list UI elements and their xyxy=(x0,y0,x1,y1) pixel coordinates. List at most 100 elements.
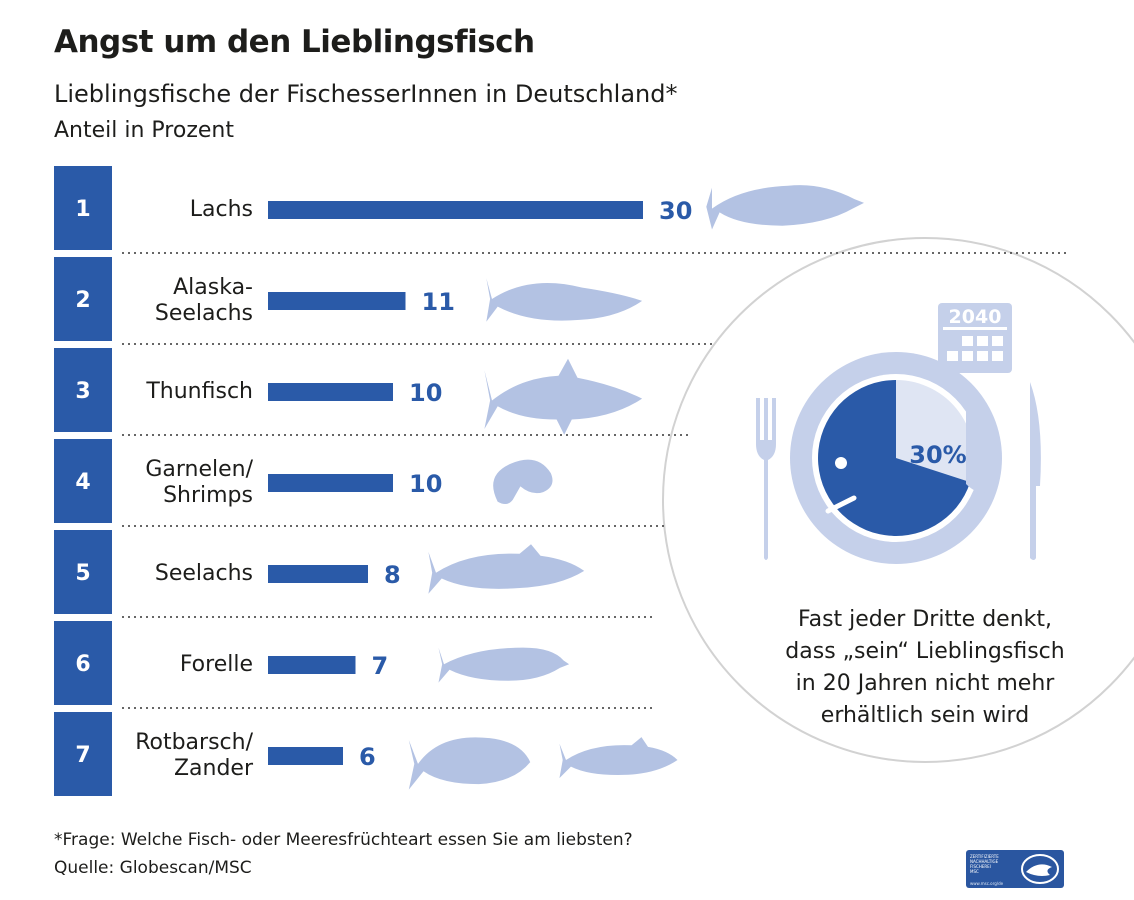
msc-logo-text: ZERTIFIZIERTE NACHHALTIGE FISCHEREI MSC xyxy=(970,854,1016,874)
value-label: 7 xyxy=(372,652,389,680)
row-separators xyxy=(122,252,1068,709)
redfish-icon xyxy=(408,737,531,790)
fork-icon xyxy=(756,398,776,560)
value-label: 11 xyxy=(422,288,455,316)
trout-shape xyxy=(438,647,570,683)
saithe-shape xyxy=(428,544,585,594)
calendar-cell xyxy=(977,351,988,361)
rank-label: 4 xyxy=(75,470,90,495)
value-label: 6 xyxy=(359,743,376,771)
bar-row: 4 Garnelen/Shrimps 10 xyxy=(54,439,568,523)
footnote-question: *Frage: Welche Fisch- oder Meeresfrüchte… xyxy=(54,830,633,850)
bar xyxy=(268,292,406,310)
rank-box xyxy=(54,712,112,796)
rank-label: 7 xyxy=(75,743,90,768)
category-label: Alaska- xyxy=(173,275,253,300)
category-label: Lachs xyxy=(190,197,253,222)
bar xyxy=(268,201,643,219)
saithe-icon xyxy=(428,544,585,594)
info-circle: 2040 30% xyxy=(662,237,1134,763)
bar-row: 6 Forelle 7 xyxy=(54,621,570,705)
calendar-year: 2040 xyxy=(949,306,1002,328)
zander-icon xyxy=(559,737,678,779)
msc-logo-url: www.msc.org/de xyxy=(970,881,1004,886)
value-label: 8 xyxy=(384,561,401,589)
info-text-line: erhältlich sein wird xyxy=(820,703,1030,728)
msc-logo-line: FISCHEREI xyxy=(970,864,991,869)
category-label: Thunfisch xyxy=(145,379,253,404)
rank-box xyxy=(54,166,112,250)
salmon-shape xyxy=(706,185,864,230)
value-label: 10 xyxy=(409,470,442,498)
pollock-icon xyxy=(486,278,643,322)
rank-label: 5 xyxy=(75,561,90,586)
bar-row: 5 Seelachs 8 xyxy=(54,530,585,614)
category-label: Forelle xyxy=(180,652,253,677)
bar xyxy=(268,656,356,674)
msc-logo-line: MSC xyxy=(970,869,979,874)
calendar-divider xyxy=(943,327,1007,330)
bar-row: 3 Thunfisch 10 xyxy=(54,348,643,435)
bar-row: 2 Alaska-Seelachs 11 xyxy=(54,257,643,341)
zander-shape xyxy=(559,737,678,779)
fish-tail-shape xyxy=(966,410,992,493)
rank-label: 3 xyxy=(75,379,90,404)
shrimp-icon xyxy=(493,446,568,505)
rank-box xyxy=(54,348,112,432)
category-label: Seelachs xyxy=(155,561,253,586)
calendar-cell xyxy=(962,336,973,346)
msc-fish-icon xyxy=(1021,854,1059,884)
pollock-shape xyxy=(486,278,643,322)
value-label: 10 xyxy=(409,379,442,407)
tuna-icon xyxy=(484,358,643,435)
category-label: Shrimps xyxy=(163,483,253,508)
calendar-cell xyxy=(992,351,1003,361)
bar-row: 1 Lachs 30 xyxy=(54,166,864,250)
rank-label: 6 xyxy=(75,652,90,677)
trout-icon xyxy=(438,647,570,683)
calendar-cell xyxy=(947,351,958,361)
knife-icon xyxy=(1030,382,1041,560)
rank-box xyxy=(54,257,112,341)
calendar-icon: 2040 xyxy=(938,303,1012,373)
bar xyxy=(268,474,393,492)
percent-label: 30% xyxy=(909,441,966,469)
info-text-line: dass „sein“ Lieblingsfisch xyxy=(785,639,1065,664)
fish-mouth xyxy=(825,495,857,514)
rank-label: 1 xyxy=(75,197,90,222)
calendar-cell xyxy=(962,351,973,361)
chart-unit: Anteil in Prozent xyxy=(54,118,234,143)
category-label: Rotbarsch/ xyxy=(135,730,253,755)
footnote-source: Quelle: Globescan/MSC xyxy=(54,858,252,878)
pie-slice-missing xyxy=(896,380,975,483)
bar-row: 7 Rotbarsch/Zander 6 xyxy=(54,712,678,796)
fork-shape xyxy=(756,398,776,560)
value-label: 30 xyxy=(659,197,692,225)
footnote: *Frage: Welche Fisch- oder Meeresfrüchte… xyxy=(54,826,633,882)
bar xyxy=(268,747,343,765)
info-text: Fast jeder Dritte denkt, dass „sein“ Lie… xyxy=(730,604,1120,732)
rank-label: 2 xyxy=(75,288,90,313)
bar xyxy=(268,383,393,401)
info-text-line: in 20 Jahren nicht mehr xyxy=(795,671,1055,696)
category-label: Zander xyxy=(174,756,254,781)
chart-title: Angst um den Lieblingsfisch xyxy=(54,24,535,60)
tuna-shape xyxy=(484,358,643,435)
calendar-cell xyxy=(977,336,988,346)
salmon-icon xyxy=(706,185,864,230)
info-text-line: Fast jeder Dritte denkt, xyxy=(797,607,1053,632)
knife-shape xyxy=(1030,382,1041,560)
msc-logo-line: ZERTIFIZIERTE xyxy=(970,854,999,859)
fish-eye xyxy=(835,457,847,469)
shrimp-shape xyxy=(493,446,568,505)
category-label: Seelachs xyxy=(155,301,253,326)
bar xyxy=(268,565,368,583)
rank-box xyxy=(54,439,112,523)
msc-logo: ZERTIFIZIERTE NACHHALTIGE FISCHEREI MSC … xyxy=(966,850,1064,888)
rank-box xyxy=(54,621,112,705)
rank-box xyxy=(54,530,112,614)
category-label: Garnelen/ xyxy=(145,457,253,482)
redfish-shape xyxy=(408,737,531,790)
